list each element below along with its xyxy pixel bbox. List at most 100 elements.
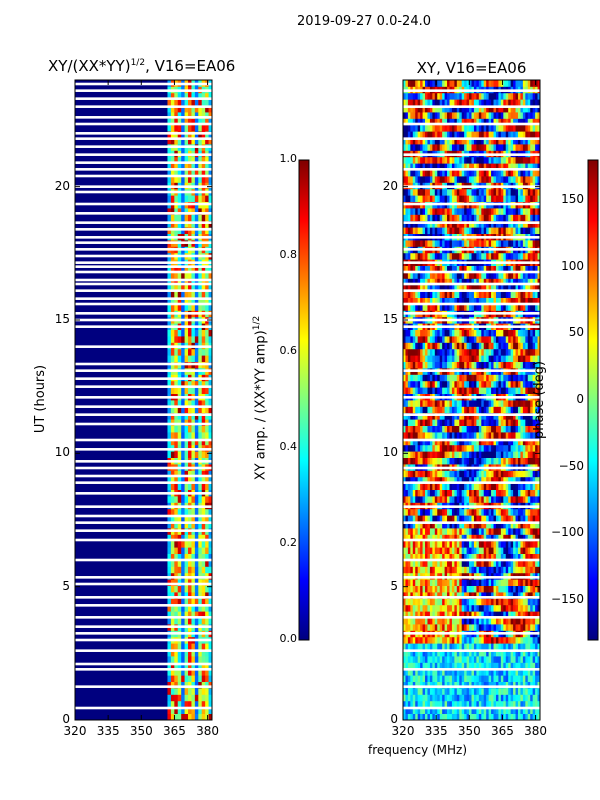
phase-cell	[451, 342, 455, 350]
phase-cell	[537, 438, 541, 446]
phase-cell	[498, 636, 502, 644]
phase-cell	[525, 457, 529, 465]
phase-cell	[412, 438, 416, 446]
amplitude-cell	[191, 412, 196, 420]
phase-cell	[427, 470, 431, 478]
phase-cell	[420, 387, 423, 394]
phase-cell	[434, 585, 438, 593]
amplitude-cell	[205, 195, 209, 202]
phase-cell	[405, 604, 409, 612]
phase-cell	[471, 451, 475, 458]
phase-cell	[498, 668, 502, 676]
phase-cell	[483, 438, 487, 446]
phase-cell	[493, 508, 497, 516]
amplitude-cell	[188, 348, 192, 356]
amplitude-cell	[191, 496, 196, 503]
phase-cell	[517, 668, 521, 676]
phase-cell	[471, 534, 475, 542]
phase-cell	[535, 598, 538, 606]
phase-cell	[515, 457, 519, 465]
phase-cell	[530, 649, 534, 657]
phase-cell	[427, 700, 431, 708]
phase-cell	[505, 483, 509, 490]
phase-cell	[464, 528, 468, 535]
phase-cell	[403, 515, 406, 522]
phase-cell	[525, 361, 529, 369]
phase-cell	[439, 336, 443, 343]
phase-cell	[513, 649, 516, 657]
phase-cell	[532, 643, 536, 650]
phase-cell	[471, 713, 475, 721]
phase-cell	[517, 521, 521, 529]
phase-cell	[520, 521, 524, 529]
flagged-row	[75, 97, 212, 100]
phase-cell	[500, 566, 504, 574]
phase-cell	[525, 387, 529, 394]
amplitude-cell	[174, 438, 179, 446]
phase-cell	[407, 476, 411, 484]
amplitude-cell	[208, 547, 213, 554]
phase-cell	[527, 412, 531, 420]
phase-cell	[476, 419, 480, 426]
phase-cell	[451, 592, 455, 599]
amplitude-cell	[188, 604, 192, 612]
amplitude-cell	[181, 451, 185, 458]
amplitude-cell	[184, 713, 189, 721]
amplitude-cell	[198, 566, 203, 574]
phase-cell	[505, 380, 509, 388]
amplitude-cell	[188, 406, 192, 414]
amplitude-cell	[201, 387, 206, 394]
phase-cell	[412, 547, 416, 554]
amplitude-cell	[174, 265, 179, 273]
phase-cell	[439, 355, 443, 362]
phase-cell	[469, 432, 472, 439]
amplitude-cell	[184, 656, 189, 663]
phase-cell	[503, 566, 507, 574]
phase-cell	[469, 707, 472, 714]
phase-cell	[498, 496, 502, 503]
amplitude-cell	[201, 675, 206, 682]
phase-cell	[415, 688, 419, 695]
phase-cell	[508, 617, 512, 625]
amplitude-cell	[191, 681, 196, 689]
phase-cell	[420, 432, 423, 439]
amplitude-cell	[177, 112, 182, 119]
phase-cell	[466, 643, 470, 650]
phase-cell	[447, 675, 450, 682]
phase-cell	[473, 489, 477, 497]
phase-cell	[535, 361, 538, 369]
amplitude-cell	[177, 604, 182, 612]
phase-cell	[437, 528, 441, 535]
amplitude-cell	[174, 713, 179, 721]
phase-cell	[515, 432, 519, 439]
phase-cell	[412, 713, 416, 721]
phase-cell	[508, 444, 512, 452]
phase-cell	[510, 406, 514, 414]
amplitude-cell	[194, 284, 199, 292]
phase-cell	[407, 432, 411, 439]
phase-cell	[469, 483, 472, 490]
amplitude-cell	[174, 432, 179, 439]
phase-cell	[451, 438, 455, 446]
phase-cell	[486, 412, 490, 420]
amplitude-cell	[167, 483, 172, 490]
amplitude-cell	[205, 470, 209, 478]
phase-cell	[473, 643, 477, 650]
phase-cell	[456, 496, 460, 503]
phase-cell	[532, 425, 536, 433]
phase-cell	[466, 540, 470, 548]
phase-cell	[437, 688, 441, 695]
phase-cell	[515, 611, 519, 618]
phase-cell	[461, 675, 465, 682]
amplitude-cell	[181, 380, 185, 388]
phase-cell	[439, 304, 443, 311]
phase-cell	[483, 457, 487, 465]
phase-cell	[415, 566, 419, 574]
phase-cell	[469, 560, 472, 567]
amplitude-cell	[184, 195, 189, 202]
amplitude-cell	[167, 649, 172, 657]
phase-cell	[464, 662, 468, 670]
phase-cell	[429, 483, 433, 490]
phase-cell	[510, 566, 514, 574]
phase-cell	[471, 355, 475, 362]
